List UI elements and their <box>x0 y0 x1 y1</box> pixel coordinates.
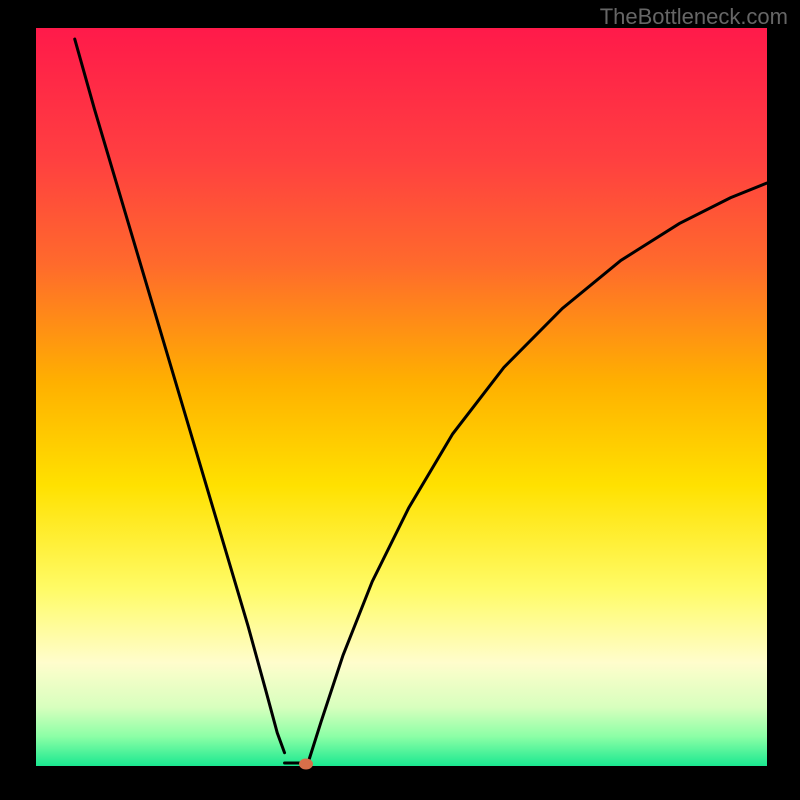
watermark-text: TheBottleneck.com <box>600 4 788 30</box>
chart-container: TheBottleneck.com <box>0 0 800 800</box>
plot-area <box>36 28 767 766</box>
optimal-point-marker <box>299 758 313 769</box>
bottleneck-curve <box>75 39 767 763</box>
curve-layer <box>36 28 767 766</box>
